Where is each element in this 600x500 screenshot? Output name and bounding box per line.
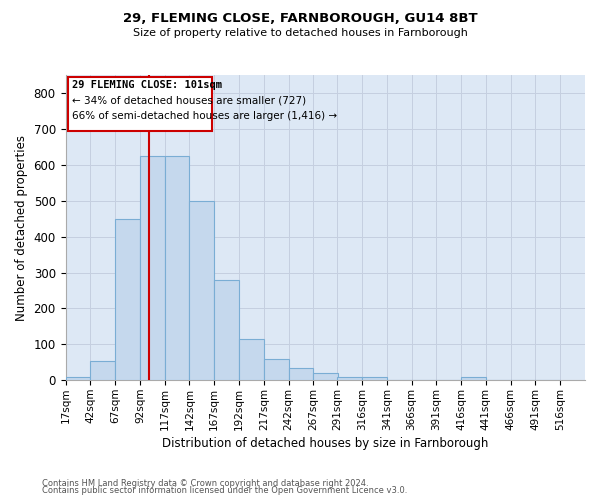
Bar — [91, 360, 115, 380]
Text: ← 34% of detached houses are smaller (727): ← 34% of detached houses are smaller (72… — [73, 96, 307, 106]
X-axis label: Distribution of detached houses by size in Farnborough: Distribution of detached houses by size … — [162, 437, 488, 450]
Bar — [214, 280, 239, 380]
Text: 29, FLEMING CLOSE, FARNBOROUGH, GU14 8BT: 29, FLEMING CLOSE, FARNBOROUGH, GU14 8BT — [122, 12, 478, 26]
Bar — [239, 339, 264, 380]
Text: Contains HM Land Registry data © Crown copyright and database right 2024.: Contains HM Land Registry data © Crown c… — [42, 478, 368, 488]
Bar — [115, 218, 140, 380]
Bar — [190, 200, 214, 380]
Bar — [65, 376, 91, 380]
FancyBboxPatch shape — [68, 77, 212, 130]
Bar — [362, 378, 387, 380]
Bar — [164, 156, 190, 380]
Bar — [289, 368, 313, 380]
Text: 66% of semi-detached houses are larger (1,416) →: 66% of semi-detached houses are larger (… — [73, 110, 338, 120]
Bar — [337, 376, 362, 380]
Text: 29 FLEMING CLOSE: 101sqm: 29 FLEMING CLOSE: 101sqm — [73, 80, 223, 90]
Bar — [313, 373, 338, 380]
Bar — [140, 156, 164, 380]
Bar — [461, 378, 486, 380]
Y-axis label: Number of detached properties: Number of detached properties — [15, 134, 28, 320]
Text: Contains public sector information licensed under the Open Government Licence v3: Contains public sector information licen… — [42, 486, 407, 495]
Bar — [264, 358, 289, 380]
Text: Size of property relative to detached houses in Farnborough: Size of property relative to detached ho… — [133, 28, 467, 38]
